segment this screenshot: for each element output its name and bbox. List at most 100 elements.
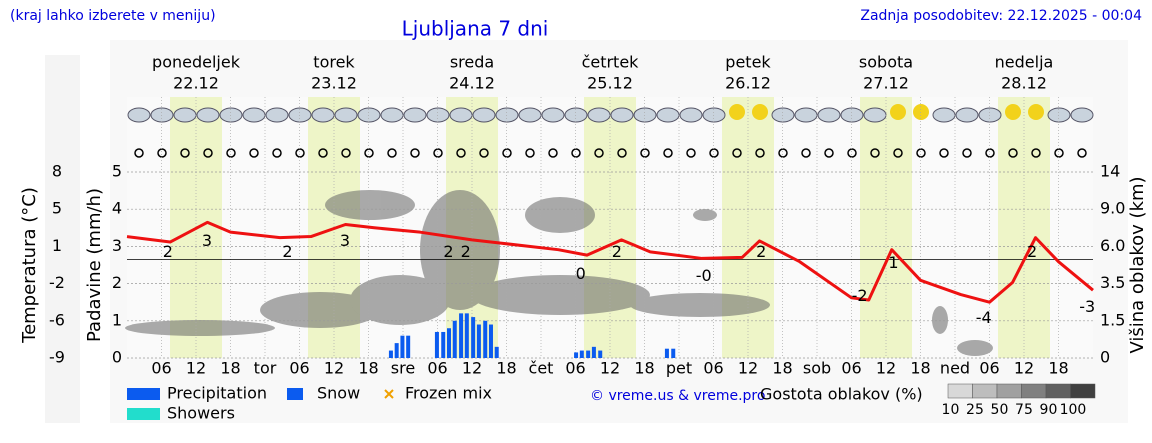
x-tick-label: 06: [703, 359, 723, 378]
day-date: 25.12: [587, 74, 633, 93]
cloud-density-swatch: [1070, 383, 1096, 399]
wind-calm-icon: [1031, 148, 1041, 158]
precip-bar: [598, 350, 603, 358]
precip-tick-label: 3: [112, 236, 122, 255]
x-tick-label: 12: [1014, 359, 1034, 378]
cloud-blob: [470, 275, 650, 315]
legend-swatch: [384, 389, 394, 399]
day-name: sobota: [859, 53, 913, 72]
temperature-label: 3: [202, 231, 212, 250]
day-name: četrtek: [582, 53, 640, 72]
precip-bar: [447, 328, 451, 358]
wind-calm-icon: [249, 148, 259, 158]
wind-calm-icon: [180, 148, 190, 158]
sun-icon: [752, 104, 768, 120]
x-tick-label: 06: [289, 359, 309, 378]
wind-calm-icon: [502, 148, 512, 158]
temperature-line: [126, 220, 1094, 304]
cloud-density-label: 90: [1040, 402, 1058, 418]
precip-tick-label: 4: [112, 199, 122, 218]
x-tick-label: 18: [220, 359, 240, 378]
cloud-icon: [426, 107, 450, 123]
x-tick-label: 18: [496, 359, 516, 378]
cloud-icon: [173, 107, 197, 123]
daylight-band: [860, 97, 912, 358]
cloud-icon: [702, 107, 726, 123]
cloud-icon: [1070, 107, 1094, 123]
cloud-icon: [357, 107, 381, 123]
legend-label: Frozen mix: [405, 384, 492, 403]
legend-label: Snow: [317, 384, 360, 403]
x-tick-label: 06: [565, 359, 585, 378]
precip-bar: [459, 313, 464, 358]
cloud-icon: [472, 107, 496, 123]
wind-calm-icon: [571, 148, 581, 158]
precip-bar: [394, 343, 399, 358]
wind-calm-icon: [663, 148, 673, 158]
temperature-tick-label: 5: [52, 199, 62, 218]
cloud-blob: [125, 320, 275, 336]
weather-icons: [127, 104, 1094, 158]
cloud-icon: [679, 107, 703, 123]
x-tick-label: 12: [324, 359, 344, 378]
daylight-band: [998, 97, 1050, 358]
precip-bar: [671, 348, 676, 358]
cloud-icon: [794, 107, 818, 123]
cloud-blob: [420, 190, 500, 310]
sun-icon: [1028, 104, 1044, 120]
wind-calm-icon: [1008, 148, 1018, 158]
wind-calm-icon: [1054, 148, 1064, 158]
x-tick-label: 12: [600, 359, 620, 378]
temperature-label: 1: [888, 253, 898, 272]
temperature-label: 2: [756, 242, 766, 261]
cloud-density-swatch: [996, 383, 1022, 399]
wind-calm-icon: [709, 148, 719, 158]
cloud-height-tick-label: 6.0: [1100, 236, 1125, 255]
x-tick-label: 06: [841, 359, 861, 378]
wind-calm-icon: [341, 148, 351, 158]
wind-calm-icon: [640, 148, 650, 158]
wind-calm-icon: [410, 148, 420, 158]
precip-bar: [452, 320, 457, 358]
cloud-blob: [525, 197, 595, 233]
wind-calm-icon: [318, 148, 328, 158]
temperature-label: 3: [340, 231, 350, 250]
precip-bar: [434, 331, 439, 358]
cloud-icon: [380, 107, 404, 123]
wind-calm-icon: [525, 148, 535, 158]
precip-bar: [476, 324, 481, 358]
sun-icon: [890, 104, 906, 120]
precip-bar: [406, 335, 411, 358]
cloud-icon: [311, 107, 335, 123]
cloud-icon: [196, 107, 220, 123]
wind-calm-icon: [134, 148, 144, 158]
cloud-icon: [449, 107, 473, 123]
precip-bar: [388, 350, 393, 358]
precip-bar: [400, 335, 405, 358]
left-panel: [45, 55, 80, 423]
cloud-icon: [1047, 107, 1071, 123]
temperature-label: -3: [1079, 297, 1095, 316]
cloud-icon: [334, 107, 358, 123]
precipitation-axis-title: Padavine (mm/h): [84, 188, 105, 342]
cloud-blob: [325, 190, 415, 220]
cloud-icon: [587, 107, 611, 123]
wind-calm-icon: [916, 148, 926, 158]
wind-calm-icon: [272, 148, 282, 158]
cloud-density-swatch: [972, 383, 998, 399]
x-tick-label: sob: [803, 359, 831, 378]
wind-calm-icon: [203, 148, 213, 158]
temperature-label: -0: [696, 266, 712, 285]
x-tick-label: 12: [738, 359, 758, 378]
cloud-icon: [127, 107, 151, 123]
wind-calm-icon: [870, 148, 880, 158]
wind-calm-icon: [778, 148, 788, 158]
wind-calm-icon: [985, 148, 995, 158]
cloud-icon: [817, 107, 841, 123]
day-date: 23.12: [311, 74, 357, 93]
grid: [127, 97, 1093, 359]
temperature-label: 2: [612, 242, 622, 261]
cloud-icon: [633, 107, 657, 123]
x-tick-label: čet: [529, 359, 554, 378]
